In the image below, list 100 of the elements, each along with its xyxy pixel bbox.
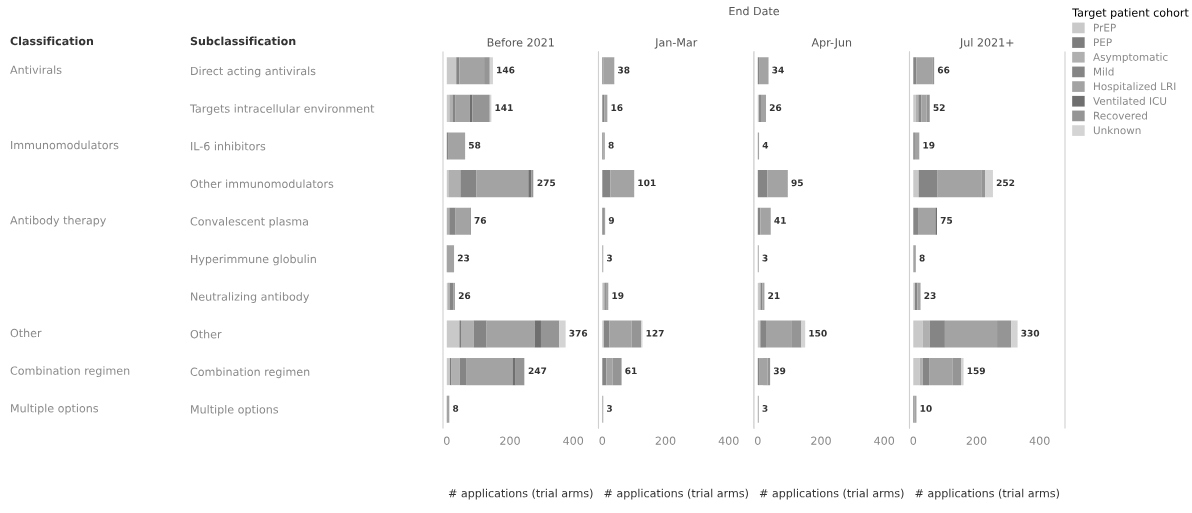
x-axis-title: # applications (trial arms)	[604, 488, 748, 500]
bar	[922, 358, 930, 386]
x-axis-title: # applications (trial arms)	[448, 488, 593, 500]
y-tick-label: Neutralizing antibody	[191, 292, 310, 303]
bar	[918, 170, 938, 198]
x-tick-label: 0	[599, 436, 606, 445]
bar	[916, 57, 933, 85]
total-label: 76	[474, 217, 487, 224]
total-label: 34	[772, 66, 784, 74]
total-label: 95	[791, 179, 803, 187]
bar	[929, 358, 953, 386]
legend-label: Recovered	[1094, 111, 1147, 120]
bar	[926, 94, 930, 122]
bar	[456, 57, 460, 85]
x-tick-label: 200	[811, 436, 831, 445]
text: Classification	[10, 36, 94, 46]
y-tick-label: Combination regimen	[190, 367, 310, 379]
total-label: 21	[768, 292, 780, 299]
total-label: 26	[458, 292, 471, 300]
x-tick-label: 200	[966, 436, 987, 445]
bar	[455, 207, 471, 235]
bar	[602, 358, 607, 386]
bar	[914, 132, 920, 160]
bar	[449, 207, 456, 235]
x-tick-label: 400	[874, 436, 895, 445]
bar	[486, 320, 535, 348]
total-label: 61	[625, 367, 637, 375]
bar	[515, 358, 525, 386]
x-axis-title: # applications (trial arms)	[759, 488, 904, 500]
x-tick-label: 0	[910, 436, 917, 445]
bar	[913, 358, 920, 386]
total-label: 8	[453, 404, 459, 412]
total-label: 101	[638, 179, 656, 187]
text: Combination regimen	[10, 366, 130, 377]
x-tick-label: 200	[500, 436, 520, 445]
chart-title: Apr-Jun	[811, 38, 852, 49]
bar	[476, 170, 529, 198]
bar	[484, 57, 490, 85]
total-label: 39	[773, 367, 786, 375]
bar	[603, 57, 615, 85]
total-label: 52	[933, 104, 945, 112]
bar	[461, 320, 474, 348]
total-label: 26	[769, 104, 782, 112]
bar	[997, 320, 1012, 348]
total-label: 150	[809, 329, 827, 337]
total-label: 66	[937, 66, 950, 74]
x-tick-label: 400	[718, 436, 739, 445]
bar	[918, 207, 936, 235]
legend-label: Unknown	[1093, 126, 1141, 135]
bar	[760, 320, 767, 348]
total-label: 3	[762, 404, 768, 412]
legend-label: Asymptomatic	[1093, 52, 1168, 63]
bar	[981, 170, 986, 198]
total-label: 127	[646, 329, 664, 337]
text: End Date	[729, 6, 780, 16]
bar	[631, 320, 642, 348]
total-label: 146	[497, 66, 515, 74]
bar	[913, 245, 916, 273]
x-tick-label: 200	[655, 436, 676, 445]
chart-title: Before 2021	[487, 38, 554, 47]
bar	[919, 358, 923, 386]
bar	[961, 358, 964, 386]
bar	[449, 282, 454, 310]
total-label: 23	[457, 254, 470, 262]
x-tick-label: 0	[443, 436, 450, 445]
y-tick-label: Other	[190, 329, 222, 339]
bar	[459, 358, 467, 386]
total-label: 159	[967, 367, 985, 375]
chart-title: Jan-Mar	[654, 38, 698, 49]
bar	[1011, 320, 1018, 348]
bar	[921, 94, 927, 122]
text: Antivirals	[10, 65, 62, 75]
total-label: 41	[774, 217, 786, 224]
total-label: 252	[996, 179, 1015, 187]
text: Subclassification	[190, 36, 296, 46]
total-label: 8	[608, 141, 614, 149]
legend-label: PrEP	[1094, 23, 1116, 32]
bar	[447, 245, 455, 273]
bar	[466, 358, 513, 386]
text: Immunomodulators	[11, 140, 119, 150]
total-label: 330	[1021, 329, 1040, 337]
bar	[913, 170, 919, 198]
text: Antibody therapy	[10, 215, 107, 227]
bar	[473, 320, 487, 348]
bar	[512, 358, 516, 386]
total-label: 16	[611, 104, 623, 112]
x-axis-title: # applications (trial arms)	[915, 488, 1059, 500]
text: Multiple options	[11, 403, 99, 415]
bar	[801, 320, 806, 348]
bar	[757, 170, 768, 198]
bar	[534, 320, 541, 348]
bar	[944, 320, 998, 348]
bar	[985, 170, 993, 198]
y-tick-label: Other immunomodulators	[190, 179, 334, 188]
total-label: 3	[607, 254, 612, 262]
bar	[913, 320, 923, 348]
total-label: 247	[528, 367, 547, 375]
bar	[913, 207, 919, 235]
bar	[603, 320, 610, 348]
text: Other	[10, 328, 42, 338]
